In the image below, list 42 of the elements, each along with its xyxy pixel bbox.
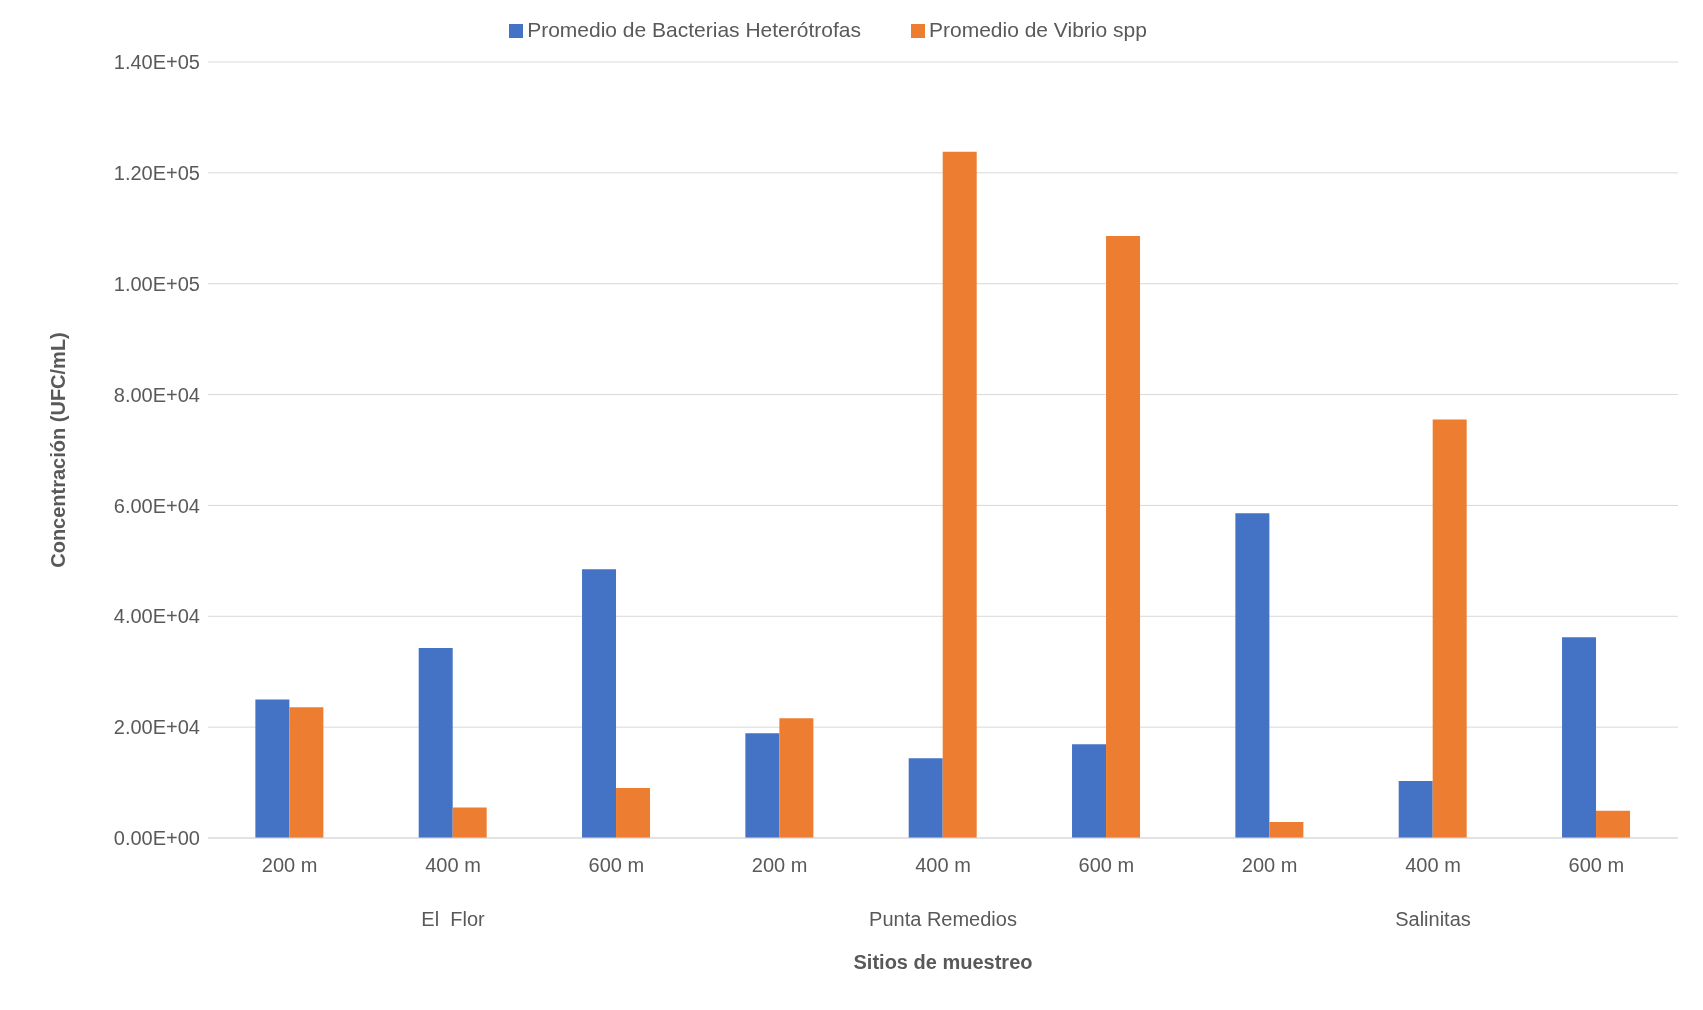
x-tick-label: 200 m [751, 854, 808, 877]
y-tick-label: 1.40E+05 [113, 51, 200, 74]
x-tick-label: 400 m [1405, 854, 1461, 877]
bar [616, 788, 651, 838]
y-tick-label: 6.00E+04 [113, 494, 200, 517]
y-axis-title: Concentración (UFC/mL) [47, 332, 70, 568]
bar [1106, 236, 1141, 838]
y-tick-label: 2.00E+04 [113, 716, 200, 739]
x-tick-label: 200 m [1241, 854, 1298, 877]
bar [908, 758, 943, 838]
bar [289, 707, 324, 838]
bar [1398, 780, 1433, 838]
bar [418, 647, 453, 838]
text: El Flor [420, 908, 486, 931]
y-tick-label: 4.00E+04 [113, 605, 200, 628]
text: Salinitas [1394, 908, 1472, 931]
y-tick-label: 1.20E+05 [113, 161, 200, 184]
bar [1269, 821, 1304, 838]
bar [1235, 513, 1270, 838]
text: Punta Remedios [868, 908, 1018, 931]
bar [942, 151, 977, 838]
x-tick-label: 600 m [1568, 854, 1625, 877]
bar [1432, 419, 1467, 838]
x-tick-label: 600 m [588, 854, 645, 877]
x-axis-title: Sitios de muestreo [852, 951, 1034, 974]
y-tick-label: 0.00E+00 [113, 827, 200, 850]
legend-label: Promedio de Bacterias Heterótrofas [527, 18, 861, 41]
y-tick-label: 8.00E+04 [113, 383, 200, 406]
x-tick-label: 200 m [261, 854, 318, 877]
bar [779, 718, 814, 838]
bar [1562, 637, 1597, 838]
bar [1596, 810, 1631, 838]
bar [745, 733, 780, 838]
legend-label: Promedio de Vibrio spp [928, 18, 1147, 41]
x-tick-label: 600 m [1078, 854, 1135, 877]
y-tick-label: 1.00E+05 [113, 272, 200, 295]
bar [255, 699, 290, 838]
x-tick-label: 400 m [915, 854, 971, 877]
bar [582, 569, 617, 838]
x-tick-label: 400 m [425, 854, 481, 877]
bar [1072, 744, 1107, 838]
bar [452, 807, 487, 838]
